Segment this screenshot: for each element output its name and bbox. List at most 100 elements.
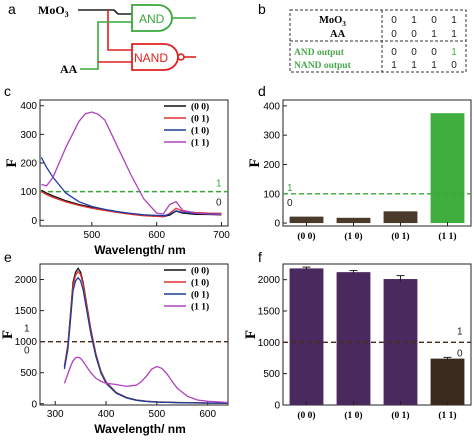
truth-table-cell: 0: [411, 47, 417, 58]
x-tick-label: 700: [213, 230, 230, 241]
bar-2: [336, 272, 371, 405]
x-tick-label: 400: [98, 409, 115, 420]
y-tick-label: 1000: [258, 338, 281, 349]
x-tick-label: 300: [47, 409, 64, 420]
threshold-label-high: 1: [216, 179, 222, 190]
truth-table-cell: 0: [391, 29, 397, 40]
x-axis-label: Wavelength/ nm: [94, 243, 186, 257]
y-axis-label: F: [0, 330, 16, 339]
nand-gate-label: NAND: [134, 51, 168, 65]
y-tick-label: 300: [263, 131, 280, 142]
truth-table-cell: 1: [451, 15, 457, 26]
y-tick-label: 200: [20, 159, 37, 170]
series-line-4: [41, 111, 222, 215]
bar-2: [336, 217, 371, 224]
tt-row-nand-label: NAND output: [294, 61, 352, 71]
panel-label-f: f: [258, 249, 262, 265]
x-tick-label: (0 0): [297, 410, 315, 421]
y-tick-label: 400: [20, 101, 37, 112]
x-tick-label: (1 1): [438, 231, 456, 242]
legend-entry: (1 1): [191, 138, 209, 149]
truth-table-cell: 1: [411, 15, 417, 26]
tt-row-and-label: AND output: [294, 48, 345, 58]
and-gate: [131, 4, 173, 32]
input-aa-label: AA: [60, 62, 78, 76]
legend-entry: (1 1): [191, 302, 209, 313]
threshold-label-low: 0: [24, 346, 30, 357]
y-axis-label: F: [243, 330, 259, 339]
y-tick-label: 2000: [258, 275, 281, 286]
panel-label-d: d: [258, 83, 266, 99]
x-tick-label: (0 0): [297, 231, 315, 242]
panel-label-b: b: [258, 1, 266, 17]
bar-3: [383, 211, 418, 224]
y-tick-label: 500: [20, 368, 37, 379]
y-tick-label: 500: [263, 369, 280, 380]
chart-panel-e: 0 500 1000 1500 2000 F 300 400 500 600 Wavelength/…: [0, 263, 229, 436]
truth-table-cell: 1: [451, 47, 457, 58]
truth-table-cell: 0: [451, 60, 457, 71]
panel-label-e: e: [4, 249, 12, 265]
legend-entry: (0 0): [191, 102, 209, 113]
truth-table-cell: 1: [411, 60, 417, 71]
y-axis-label: F: [247, 158, 263, 167]
x-tick-label: (0 1): [391, 231, 409, 242]
y-tick-label: 100: [20, 187, 37, 198]
y-axis-label: F: [4, 158, 20, 167]
truth-table-cell: 1: [451, 29, 457, 40]
tt-row-moo3-label: MoO3: [319, 15, 346, 28]
y-tick-label: 1000: [15, 337, 38, 348]
and-gate-label: AND: [139, 12, 165, 26]
bar-1: [289, 216, 324, 224]
chart-panel-c: 0 100 200 300 400 F 500 600 700 Wavelength/ nm 1 0 (…: [4, 99, 230, 257]
y-tick-label: 0: [274, 219, 280, 230]
truth-table-cell: 1: [391, 60, 397, 71]
truth-table: MoO3 AA AND output NAND output 0 1 0 10 0 1 10…: [289, 9, 467, 73]
y-tick-label: 100: [263, 189, 280, 200]
series-line-3: [40, 157, 222, 217]
truth-table-values: 0 1 0 1 0 0 1 1 0 0 0 1 1 1 1 0: [391, 15, 457, 71]
x-tick-label: 600: [199, 409, 216, 420]
y-tick-label: 200: [263, 160, 280, 171]
x-tick-label: (0 1): [391, 410, 409, 421]
x-tick-label: 500: [84, 230, 101, 241]
y-tick-label: 0: [274, 401, 280, 412]
truth-table-cell: 0: [391, 47, 397, 58]
bar-4: [430, 358, 465, 405]
wire-moo3-and: [78, 9, 132, 15]
x-tick-label: (1 0): [344, 231, 362, 242]
series-line-1: [63, 267, 228, 404]
x-axis-label: Wavelength/ nm: [94, 422, 186, 436]
threshold-label-high: 1: [287, 183, 293, 194]
x-tick-label: 500: [149, 409, 166, 420]
legend-entry: (0 1): [191, 114, 209, 125]
bar-1: [289, 268, 324, 405]
truth-table-cell: 0: [431, 15, 437, 26]
panel-label-a: a: [8, 1, 16, 17]
legend-entry: (0 1): [191, 290, 209, 301]
input-moo3-label: MoO3: [38, 3, 69, 19]
panel-label-c: c: [4, 83, 11, 99]
chart-panel-f: 0 500 1000 1500 2000 F (0 0) (1 0) (0 1) (1 1) 1 0: [243, 263, 472, 421]
series-line-4: [63, 356, 229, 404]
truth-table-cell: 1: [431, 29, 437, 40]
threshold-label-low: 0: [216, 198, 222, 209]
x-tick-label: (1 0): [344, 410, 362, 421]
y-tick-label: 2000: [15, 275, 38, 286]
nand-bubble: [177, 53, 185, 61]
threshold-label-low: 0: [287, 198, 293, 209]
y-tick-label: 300: [20, 130, 37, 141]
plot-frame: [282, 263, 472, 406]
wire-moo3-nand: [107, 10, 132, 51]
y-tick-label: 0: [31, 216, 37, 227]
threshold-label-high: 1: [457, 326, 463, 337]
legend-entry: (0 0): [191, 266, 209, 277]
y-tick-label: 1500: [258, 307, 281, 318]
legend-entry: (1 0): [191, 278, 209, 289]
x-tick-label: (1 1): [438, 410, 456, 421]
y-tick-label: 1500: [15, 306, 38, 317]
truth-table-cell: 0: [411, 29, 417, 40]
threshold-label-low: 0: [457, 348, 463, 359]
wire-aa-and: [80, 21, 132, 70]
